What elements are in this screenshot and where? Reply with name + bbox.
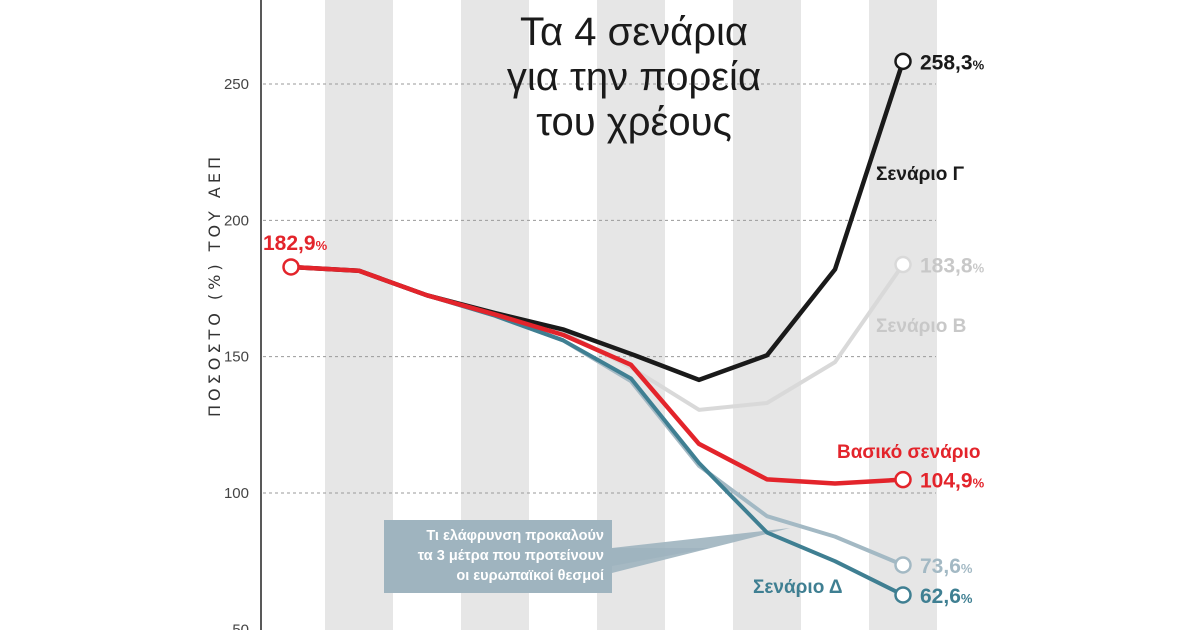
callout-leader	[612, 548, 710, 566]
percent-sign: %	[961, 561, 973, 576]
start-marker	[282, 258, 300, 276]
y-tick-labels: 50 100 150 200 250	[224, 76, 249, 630]
callout-leader	[612, 528, 790, 573]
data-label: 182,9%	[263, 232, 328, 255]
callout-box: Τι ελάφρυνση προκαλούν τα 3 μέτρα που προ…	[384, 520, 612, 593]
y-tick-label: 50	[232, 621, 249, 630]
title-line: Τα 4 σενάρια	[520, 10, 748, 54]
stripe	[325, 0, 393, 630]
y-tick-label: 150	[224, 349, 249, 366]
percent-sign: %	[961, 591, 973, 606]
y-axis-label: ΠΟΣΟΣΤΟ (%) ΤΟΥ ΑΕΠ	[205, 153, 224, 417]
percent-sign: %	[973, 476, 985, 491]
callout-text: οι ευρωπαϊκοί θεσμοί	[456, 568, 604, 584]
series-label: Σενάριο Β	[876, 316, 966, 337]
y-tick-label: 200	[224, 212, 249, 229]
series-lines	[288, 59, 906, 597]
callout-text: Τι ελάφρυνση προκαλούν	[426, 528, 604, 544]
end-marker	[894, 586, 912, 604]
title-line: του χρέους	[536, 100, 731, 144]
data-label: 73,6%	[920, 555, 973, 578]
percent-sign: %	[973, 261, 985, 276]
callout-text: τα 3 μέτρα που προτείνουν	[418, 548, 604, 564]
stripe	[869, 0, 937, 630]
series-label: Σενάριο Δ	[753, 577, 843, 598]
data-label: 104,9%	[920, 470, 985, 493]
title-line: για την πορεία	[507, 55, 761, 99]
series-markers	[282, 52, 912, 604]
percent-sign: %	[316, 238, 328, 253]
gridlines	[263, 83, 936, 494]
end-marker	[894, 255, 912, 274]
series-label: Βασικό σενάριο	[837, 442, 980, 463]
y-tick-label: 100	[224, 485, 249, 502]
end-marker	[894, 52, 912, 71]
series-line	[288, 264, 906, 486]
callout-connectors	[612, 528, 790, 573]
series-label: Σενάριο Γ	[876, 164, 965, 185]
data-label: 258,3%	[920, 51, 985, 74]
percent-sign: %	[973, 57, 985, 72]
data-label: 183,8%	[920, 255, 985, 278]
callout-box-bg	[384, 520, 612, 593]
data-labels: 182,9% 258,3% 183,8% 104,9% 73,6% 62,6% Σενάρι…	[263, 51, 985, 608]
y-tick-label: 250	[224, 76, 249, 93]
data-label: 62,6%	[920, 585, 973, 608]
end-marker	[894, 470, 912, 489]
end-marker	[894, 556, 912, 574]
